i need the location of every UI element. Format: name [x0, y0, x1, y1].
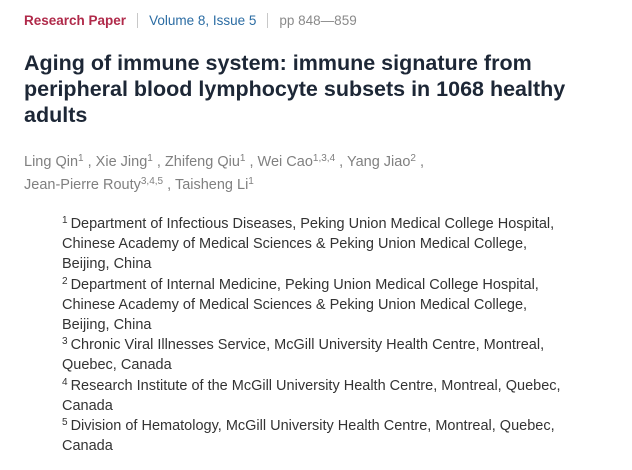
article-meta-bar: Research Paper Volume 8, Issue 5 pp 848—…	[24, 11, 357, 29]
author[interactable]: Ling Qin1	[24, 153, 84, 171]
affiliation-line: Chinese Academy of Medical Sciences & Pe…	[62, 296, 528, 313]
affiliation: 3 Chronic Viral Illnesses Service, McGill…	[62, 335, 622, 375]
issue-link[interactable]: Volume 8, Issue 5	[149, 12, 257, 28]
page-range: pp 848—859	[279, 12, 357, 28]
author-affiliation-ref: 3,4,5	[140, 176, 164, 187]
affiliation-line: Canada	[62, 397, 113, 414]
author[interactable]: Taisheng Li1	[174, 176, 254, 194]
affiliation-line: Beijing, China	[62, 256, 152, 273]
affiliation-line: Beijing, China	[62, 317, 152, 334]
author[interactable]: Jean-Pierre Routy3,4,5	[24, 176, 164, 194]
author-name: Zhifeng Qiu	[164, 154, 240, 170]
affiliation-number: 5	[62, 417, 68, 429]
author[interactable]: Zhifeng Qiu1	[164, 153, 246, 171]
article-title: Aging of immune system: immune signature…	[24, 51, 566, 127]
affiliation-line: Department of Internal Medicine, Peking …	[70, 276, 539, 293]
author-separator: ,	[83, 154, 96, 170]
affiliation-line: Canada	[62, 438, 113, 455]
author-affiliation-ref: 1,3,4	[312, 153, 336, 164]
author[interactable]: Xie Jing1	[95, 153, 153, 171]
affiliation-line: Division of Hematology, McGill Universit…	[70, 418, 555, 435]
author-name: Ling Qin	[24, 154, 79, 170]
author-name: Taisheng Li	[174, 177, 249, 193]
article-type-label[interactable]: Research Paper	[24, 12, 127, 28]
affiliation: 2 Department of Internal Medicine, Peking…	[62, 275, 622, 336]
author-affiliation-ref: 1	[78, 153, 84, 164]
affiliation-line: Chinese Academy of Medical Sciences & Pe…	[62, 236, 528, 253]
author[interactable]: Yang Jiao2	[346, 153, 416, 171]
affiliation-list: 1 Department of Infectious Diseases, Peki…	[62, 214, 622, 456]
author-separator: ,	[245, 154, 258, 170]
affiliation-line: Chronic Viral Illnesses Service, McGill …	[70, 337, 545, 354]
affiliation-line: Research Institute of the McGill Univers…	[70, 377, 561, 394]
author-affiliation-ref: 2	[410, 153, 416, 164]
meta-divider	[267, 12, 269, 28]
affiliation-number: 3	[62, 336, 68, 348]
author-separator: ,	[152, 154, 165, 170]
author-name: Jean-Pierre Routy	[24, 177, 141, 193]
affiliation: 5 Division of Hematology, McGill Universi…	[62, 416, 622, 456]
meta-divider	[137, 12, 139, 28]
author-affiliation-ref: 1	[239, 153, 246, 164]
affiliation-number: 4	[62, 376, 68, 388]
author-name: Xie Jing	[95, 154, 148, 170]
affiliation-number: 2	[62, 275, 68, 287]
author-separator: ,	[163, 177, 175, 193]
affiliation-line: Quebec, Canada	[62, 357, 172, 374]
affiliation: 1 Department of Infectious Diseases, Peki…	[62, 214, 622, 275]
author-affiliation-ref: 1	[147, 153, 153, 164]
author-name: Yang Jiao	[346, 154, 411, 170]
author-separator: ,	[415, 154, 425, 170]
author-affiliation-ref: 1	[248, 176, 254, 187]
affiliation: 4 Research Institute of the McGill Univer…	[62, 376, 622, 416]
affiliation-line: Department of Infectious Diseases, Pekin…	[70, 216, 555, 232]
author-separator: ,	[335, 154, 347, 170]
affiliation-number: 1	[62, 215, 68, 226]
author-name: Wei Cao	[257, 154, 313, 170]
author[interactable]: Wei Cao1,3,4	[257, 153, 336, 171]
author-list: Ling Qin1 , Xie Jing1 , Zhifeng Qiu1 , W…	[24, 151, 584, 197]
